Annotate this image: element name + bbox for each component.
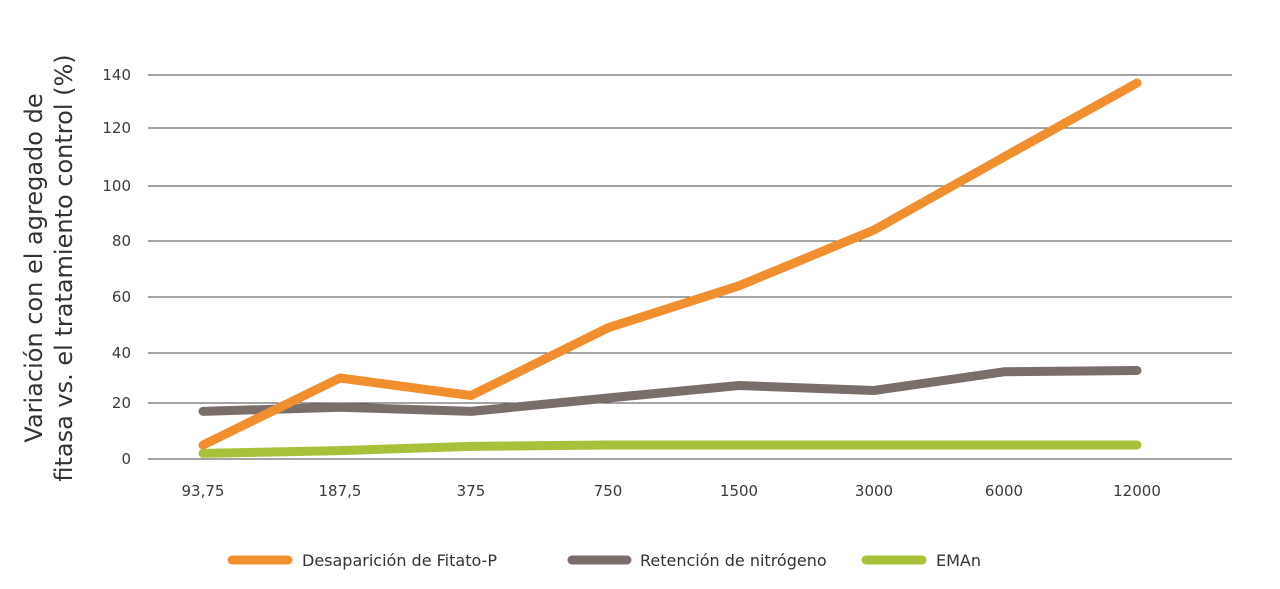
y-tick-label: 40 <box>112 344 131 362</box>
x-tick-label: 187,5 <box>319 482 362 500</box>
y-tick-label: 60 <box>112 288 131 306</box>
y-axis-ticks: 0 20 40 60 80 100 120 140 <box>102 66 131 468</box>
x-tick-label: 750 <box>594 482 623 500</box>
y-tick-label: 140 <box>102 66 131 84</box>
y-axis-label: Variación con el agregado de fitasa vs. … <box>20 54 78 481</box>
y-tick-label: 120 <box>102 119 131 137</box>
series-line-0 <box>198 78 1142 450</box>
y-tick-label: 0 <box>121 450 131 468</box>
y-axis-label-line-2: fitasa vs. el tratamiento control (%) <box>50 54 78 481</box>
x-tick-label: 375 <box>457 482 486 500</box>
x-tick-label: 3000 <box>855 482 893 500</box>
x-tick-label: 6000 <box>985 482 1023 500</box>
y-tick-label: 80 <box>112 232 131 250</box>
x-tick-label: 12000 <box>1113 482 1161 500</box>
x-tick-label: 93,75 <box>182 482 225 500</box>
series-line-1 <box>198 366 1142 416</box>
legend-label: EMAn <box>936 551 981 570</box>
legend-label: Retención de nitrógeno <box>640 551 827 570</box>
gridlines <box>148 74 1232 460</box>
legend: Desaparición de Fitato-P Retención de nit… <box>227 551 981 570</box>
y-axis-label-line-1: Variación con el agregado de <box>20 93 48 442</box>
x-tick-label: 1500 <box>720 482 758 500</box>
legend-label: Desaparición de Fitato-P <box>302 551 497 570</box>
x-axis-ticks: 93,75 187,5 375 750 1500 3000 6000 12000 <box>182 482 1161 500</box>
series-line-2 <box>198 440 1142 458</box>
series-lines <box>198 78 1142 458</box>
y-tick-label: 20 <box>112 394 131 412</box>
y-tick-label: 100 <box>102 177 131 195</box>
